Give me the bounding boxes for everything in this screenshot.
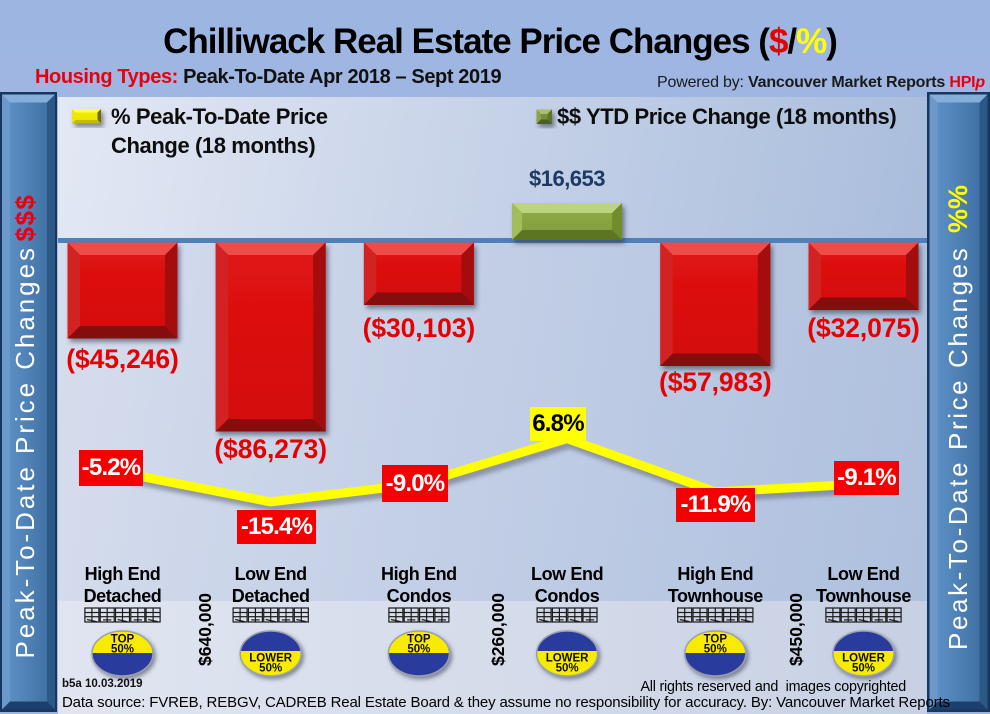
svg-text:50%: 50% <box>259 663 282 675</box>
svg-text:TOP: TOP <box>407 634 431 646</box>
svg-text:LOWER: LOWER <box>249 653 292 665</box>
svg-text:LOWER: LOWER <box>546 653 589 665</box>
svg-text:50%: 50% <box>556 663 579 675</box>
svg-text:50%: 50% <box>111 644 134 656</box>
svg-text:LOWER: LOWER <box>842 653 885 665</box>
svg-text:50%: 50% <box>704 644 727 656</box>
svg-text:50%: 50% <box>407 644 430 656</box>
svg-text:TOP: TOP <box>704 634 728 646</box>
svg-text:50%: 50% <box>852 663 875 675</box>
svg-text:TOP: TOP <box>111 634 135 646</box>
